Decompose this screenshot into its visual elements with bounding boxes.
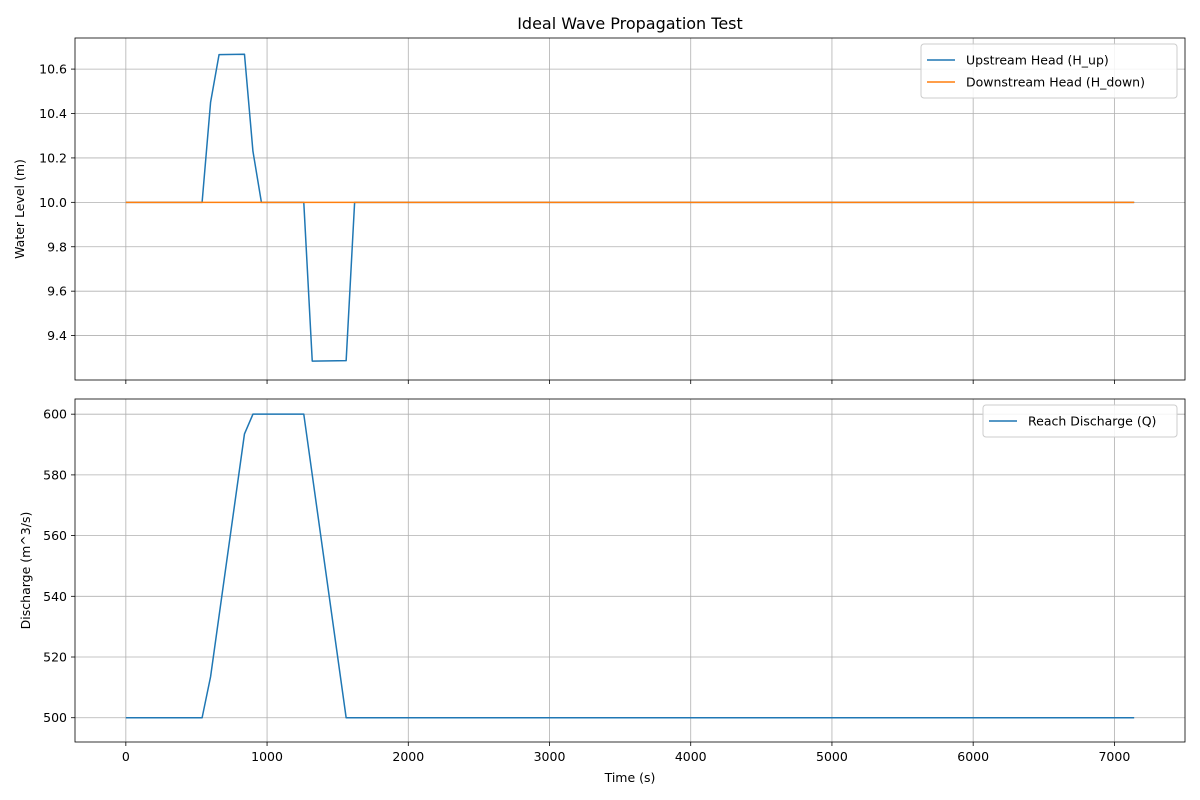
axes-frame (74, 398, 1186, 743)
x-tick-label: 5000 (816, 749, 848, 764)
chart-title: Ideal Wave Propagation Test (517, 14, 743, 33)
x-axis-label: Time (s) (604, 770, 656, 785)
legend-label: Reach Discharge (Q) (1028, 414, 1156, 429)
x-tick-label: 3000 (534, 749, 566, 764)
y-tick-label: 580 (43, 467, 67, 482)
y-tick-label: 9.6 (47, 284, 67, 299)
y-axis-label: Discharge (m^3/s) (18, 512, 33, 630)
legend-box (920, 43, 1178, 99)
legend-label: Upstream Head (H_up) (966, 53, 1109, 68)
series-line-1 (125, 413, 1135, 719)
y-tick-label: 560 (43, 528, 67, 543)
legend: Reach Discharge (Q) (982, 404, 1178, 438)
y-tick-label: 600 (43, 407, 67, 422)
x-tick-label: 2000 (392, 749, 424, 764)
y-tick-label: 10.2 (39, 150, 67, 165)
series-line-1 (125, 53, 1135, 362)
water-level-panel: 9.4 9.6 9.8 10.0 10.2 10.4 10.6 Water Level (m)… (12, 37, 1186, 384)
x-tick-label: 1000 (251, 749, 283, 764)
y-tick-label: 500 (43, 710, 67, 725)
x-tick-label: 0 (122, 749, 130, 764)
legend-box (982, 404, 1178, 438)
axes-frame (74, 37, 1186, 381)
y-tick-label: 9.8 (47, 239, 67, 254)
discharge-panel: 0 1000 2000 3000 4000 5000 6000 7000 500 520 540 56… (18, 398, 1186, 764)
y-tick-label: 540 (43, 589, 67, 604)
x-tick-label: 4000 (675, 749, 707, 764)
y-tick-label: 9.4 (47, 328, 67, 343)
y-tick-label: 10.0 (39, 195, 67, 210)
x-tick-label: 6000 (957, 749, 989, 764)
y-axis-label: Water Level (m) (12, 159, 27, 259)
y-tick-label: 10.4 (39, 106, 67, 121)
y-tick-label: 520 (43, 650, 67, 665)
legend-label: Downstream Head (H_down) (966, 75, 1145, 90)
y-tick-label: 10.6 (39, 62, 67, 77)
legend: Upstream Head (H_up) Downstream Head (H_d… (920, 43, 1178, 99)
x-tick-label: 7000 (1098, 749, 1130, 764)
